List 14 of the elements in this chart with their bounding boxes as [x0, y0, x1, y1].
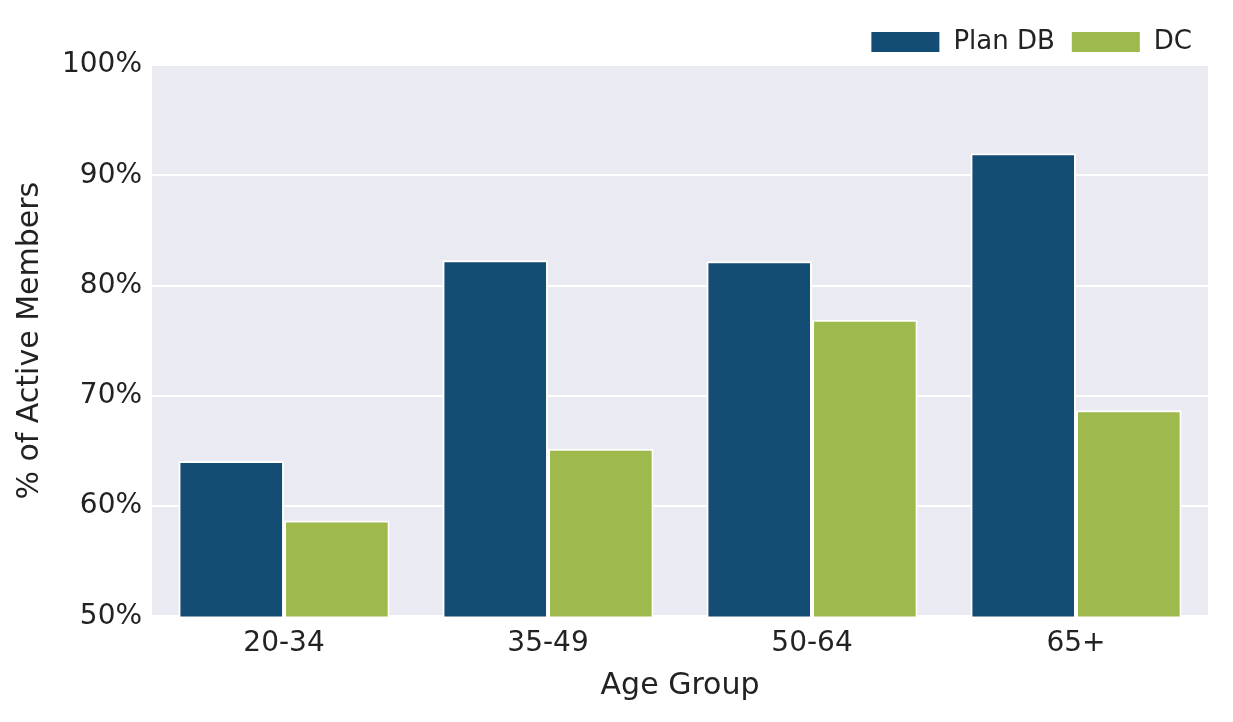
x-axis-title: Age Group — [600, 665, 760, 701]
y-tick-label: 70% — [79, 377, 143, 411]
y-axis-title: % of Active Members — [9, 181, 45, 500]
y-tick-label: 80% — [79, 266, 143, 300]
x-tick-label: 65+ — [1046, 625, 1106, 659]
y-tick-label: 100% — [61, 46, 143, 80]
legend-label: Plan DB — [953, 24, 1055, 55]
x-tick-label: 50-64 — [771, 625, 853, 659]
y-tick-label: 50% — [79, 597, 143, 631]
x-tick-label: 35-49 — [507, 625, 589, 659]
y-tick-label: 60% — [79, 487, 143, 521]
y-tick-label: 90% — [79, 156, 143, 190]
x-tick-label: 20-34 — [243, 625, 325, 659]
legend-label: DC — [1153, 24, 1193, 55]
